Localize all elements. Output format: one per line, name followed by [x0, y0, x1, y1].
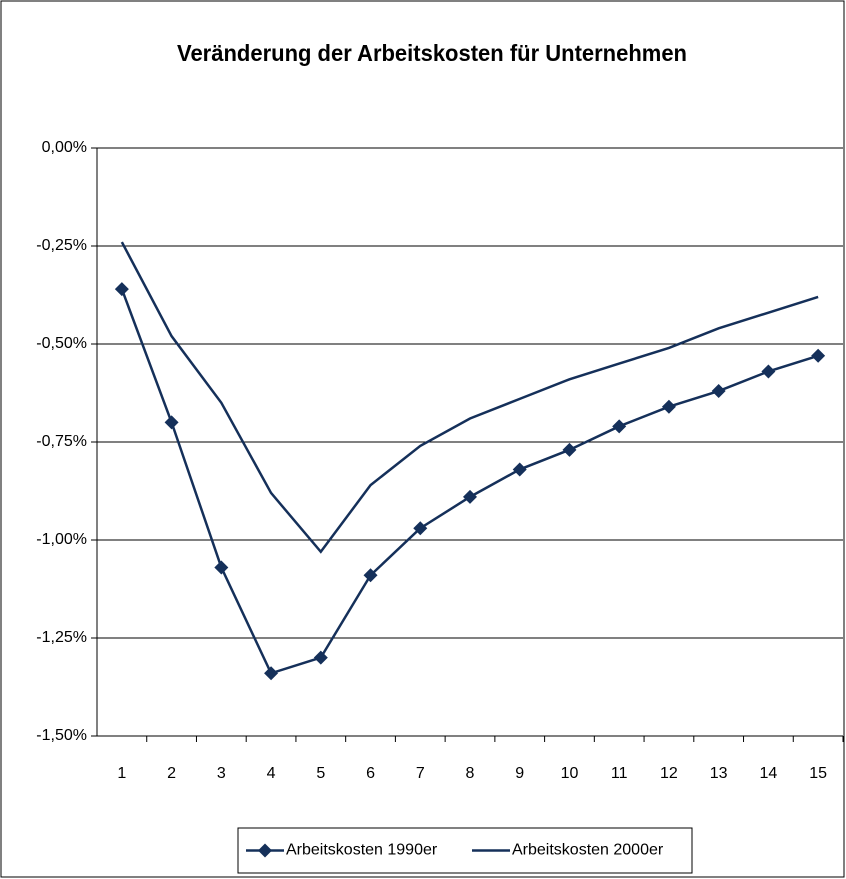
y-tick-label: 0,00% [42, 139, 87, 156]
data-marker [661, 399, 676, 414]
data-marker [512, 462, 527, 477]
data-marker [761, 364, 776, 379]
data-marker [711, 384, 726, 399]
data-marker [264, 666, 279, 681]
data-marker [562, 442, 577, 457]
y-tick-label: -0,50% [36, 335, 87, 352]
x-tick-label: 7 [416, 765, 425, 782]
x-tick-label: 8 [466, 765, 475, 782]
x-tick-label: 14 [760, 765, 778, 782]
x-tick-label: 6 [366, 765, 375, 782]
data-marker [164, 415, 179, 430]
x-tick-label: 11 [611, 765, 628, 782]
y-tick-label: -1,50% [36, 727, 87, 744]
y-tick-label: -0,75% [36, 433, 87, 450]
x-tick-label: 9 [515, 765, 524, 782]
data-marker [313, 650, 328, 665]
x-tick-label: 1 [117, 765, 126, 782]
data-marker [363, 568, 378, 583]
data-marker [463, 489, 477, 504]
legend-label: Arbeitskosten 2000er [512, 842, 664, 859]
data-marker [612, 419, 627, 434]
legend-box [237, 827, 693, 874]
x-tick-label: 12 [660, 765, 678, 782]
x-tick-label: 2 [167, 765, 176, 782]
data-marker [214, 560, 229, 575]
x-tick-label: 10 [561, 765, 579, 782]
data-marker [811, 348, 826, 363]
data-marker [413, 521, 428, 536]
data-marker [114, 282, 129, 297]
x-tick-label: 13 [710, 765, 728, 782]
legend-label: Arbeitskosten 1990er [286, 842, 438, 859]
legend-marker [258, 843, 272, 858]
x-tick-label: 3 [217, 765, 226, 782]
series-line [120, 241, 819, 554]
y-tick-label: -1,25% [36, 629, 87, 646]
x-tick-label: 4 [267, 765, 276, 782]
y-tick-label: -0,25% [36, 237, 87, 254]
x-tick-label: 15 [809, 765, 827, 782]
y-tick-label: -1,00% [36, 531, 87, 548]
chart-title: Veränderung der Arbeitskosten für Untern… [177, 40, 687, 66]
x-tick-label: 5 [316, 765, 325, 782]
